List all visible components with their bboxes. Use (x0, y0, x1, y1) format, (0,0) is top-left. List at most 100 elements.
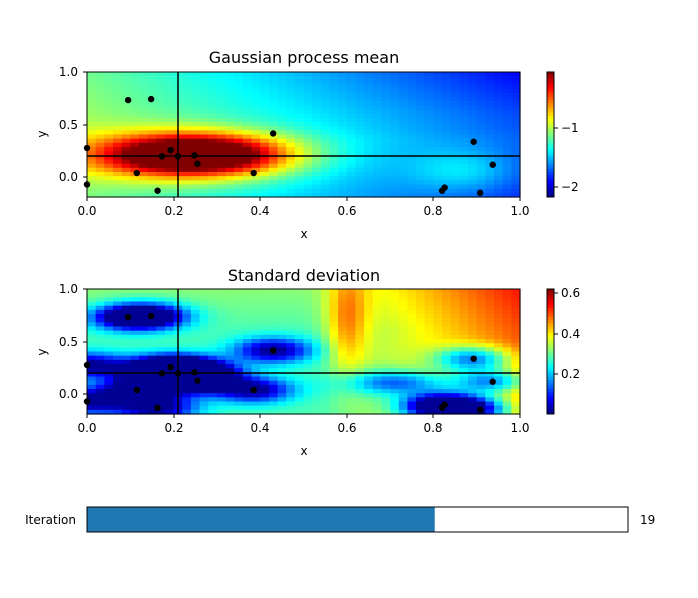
heatmap-cell (442, 409, 452, 415)
colorbar-segment (547, 367, 554, 371)
heatmap-cell (234, 297, 244, 303)
heatmap-cell (130, 314, 140, 319)
heatmap-cell (364, 192, 374, 198)
heatmap-cell (190, 134, 201, 140)
heatmap-cell (112, 309, 123, 315)
heatmap-cell (511, 172, 521, 177)
heatmap-cell (190, 109, 201, 115)
heatmap-cell (407, 105, 417, 111)
heatmap-cell (407, 297, 417, 303)
std-ylabel: y (35, 348, 49, 355)
heatmap-cell (364, 389, 374, 394)
heatmap-cell (312, 393, 322, 398)
heatmap-cell (87, 84, 97, 90)
heatmap-cell (303, 359, 313, 365)
heatmap-cell (372, 309, 383, 315)
heatmap-cell (329, 192, 339, 198)
heatmap-cell (277, 72, 287, 77)
heatmap-cell (485, 159, 495, 165)
heatmap-cell (225, 297, 235, 303)
heatmap-cell (130, 380, 140, 386)
heatmap-cell (424, 117, 434, 123)
heatmap-cell (511, 409, 521, 415)
heatmap-cell (216, 376, 227, 382)
heatmap-cell (216, 305, 227, 311)
heatmap-cell (407, 376, 417, 382)
heatmap-cell (112, 105, 123, 111)
heatmap-cell (338, 113, 348, 119)
heatmap-cell (329, 109, 339, 115)
heatmap-cell (485, 113, 495, 119)
heatmap-cell (277, 359, 287, 365)
heatmap-cell (260, 80, 270, 86)
heatmap-cell (208, 393, 218, 398)
heatmap-cell (459, 126, 469, 131)
heatmap-cell (95, 289, 105, 294)
heatmap-cell (329, 167, 339, 173)
heatmap-cell (424, 351, 434, 357)
heatmap-cell (468, 105, 478, 111)
heatmap-cell (277, 109, 287, 115)
heatmap-cell (216, 184, 227, 190)
heatmap-cell (138, 142, 149, 148)
heatmap-cell (208, 97, 218, 102)
heatmap-cell (95, 97, 105, 102)
heatmap-cell (156, 192, 166, 198)
heatmap-cell (147, 351, 157, 357)
colorbar-segment (547, 115, 554, 120)
observation-point (167, 146, 174, 154)
heatmap-cell (251, 184, 261, 190)
heatmap-cell (156, 301, 166, 307)
heatmap-cell (251, 72, 261, 77)
heatmap-cell (225, 176, 235, 181)
heatmap-cell (390, 142, 400, 148)
heatmap-cell (121, 113, 131, 119)
heatmap-cell (390, 359, 400, 365)
mean-ylabel: y (35, 130, 49, 137)
heatmap-cell (502, 389, 512, 394)
heatmap-cell (251, 113, 261, 119)
heatmap-cell (329, 293, 339, 298)
heatmap-cell (208, 101, 218, 106)
heatmap-cell (312, 101, 322, 106)
heatmap-cell (190, 301, 201, 307)
heatmap-cell (182, 142, 192, 148)
heatmap-cell (112, 364, 123, 369)
heatmap-cell (156, 92, 166, 98)
heatmap-cell (286, 347, 296, 353)
heatmap-cell (112, 293, 123, 298)
iteration-slider[interactable]: Iteration 19 (25, 506, 655, 533)
heatmap-cell (216, 401, 227, 407)
heatmap-cell (364, 130, 374, 136)
heatmap-cell (242, 339, 253, 344)
heatmap-cell (199, 88, 209, 94)
heatmap-cell (338, 184, 348, 190)
heatmap-cell (476, 305, 486, 311)
heatmap-cell (329, 180, 339, 186)
heatmap-cell (511, 159, 521, 165)
heatmap-cell (225, 84, 235, 90)
heatmap-cell (138, 393, 149, 398)
heatmap-cell (346, 318, 357, 323)
heatmap-cell (303, 376, 313, 382)
heatmap-cell (398, 405, 409, 411)
heatmap-cell (502, 122, 512, 127)
heatmap-cell (494, 305, 504, 311)
heatmap-cell (433, 359, 443, 365)
heatmap-cell (234, 147, 244, 152)
heatmap-cell (424, 172, 434, 177)
colorbar-segment (547, 410, 554, 415)
slider-fill[interactable] (87, 507, 435, 532)
heatmap-cell (130, 301, 140, 307)
heatmap-cell (511, 301, 521, 307)
heatmap-cell (182, 163, 192, 169)
heatmap-cell (355, 130, 365, 136)
heatmap-cell (95, 301, 105, 307)
heatmap-cell (476, 142, 486, 148)
heatmap-cell (303, 151, 313, 156)
colorbar-segment (547, 159, 554, 164)
heatmap-cell (372, 355, 383, 361)
heatmap-cell (459, 167, 469, 173)
heatmap-cell (112, 122, 123, 127)
heatmap-cell (234, 409, 244, 415)
